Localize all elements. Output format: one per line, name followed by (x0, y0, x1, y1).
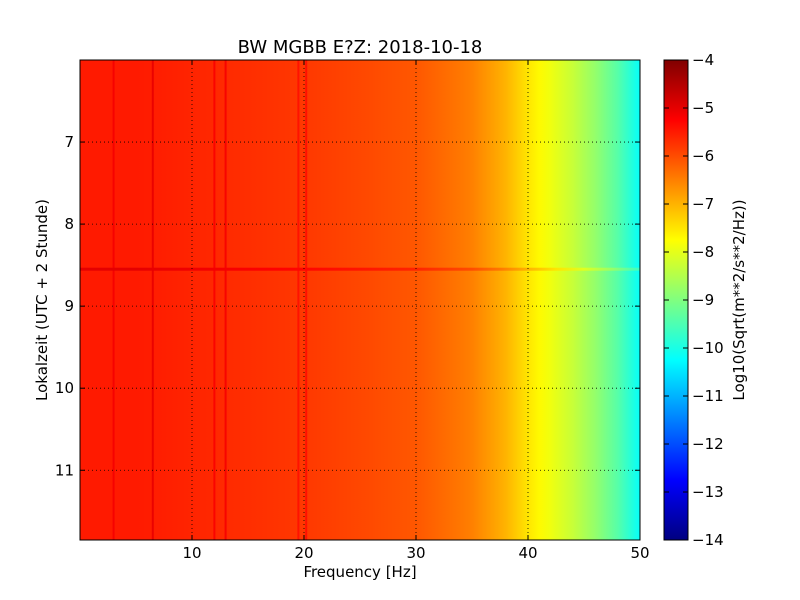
colorbar-label: Log10(Sqrt(m**2/s**2/Hz)) (730, 199, 748, 400)
y-tick-label: 11 (55, 461, 74, 479)
heatmap-background (80, 60, 640, 540)
y-tick-label: 7 (64, 133, 74, 151)
spectral-line (151, 60, 154, 540)
colorbar-tick-label: −14 (692, 531, 724, 549)
y-tick-label: 10 (55, 379, 74, 397)
x-tick-label: 10 (182, 544, 201, 562)
y-axis-label: Lokalzeit (UTC + 2 Stunde) (33, 199, 51, 401)
colorbar-tick-label: −13 (692, 483, 724, 501)
grid-lines (80, 60, 640, 540)
y-tick-label: 9 (64, 297, 74, 315)
spectral-line (305, 60, 308, 540)
x-tick-label: 40 (518, 544, 537, 562)
plot-frame (79, 59, 641, 541)
spectral-line (297, 60, 300, 540)
colorbar-tick-label: −11 (692, 387, 724, 405)
colorbar-tick-label: −7 (692, 195, 714, 213)
heatmap-area (80, 60, 640, 540)
spectral-line (213, 60, 216, 540)
colorbar-tick-label: −9 (692, 291, 714, 309)
x-tick-label: 20 (294, 544, 313, 562)
x-axis-label: Frequency [Hz] (303, 563, 416, 581)
x-tick-label: 30 (406, 544, 425, 562)
colorbar-tick-label: −10 (692, 339, 724, 357)
y-tick-label: 8 (64, 215, 74, 233)
spectral-line (224, 60, 227, 540)
colorbar-tick-label: −12 (692, 435, 724, 453)
chart-title: BW MGBB E?Z: 2018-10-18 (238, 37, 483, 58)
y-axis-ticks: 7 8 9 10 11 (55, 133, 640, 479)
colorbar-ticks: −4 −5 −6 −7 −8 −9 −10 −11 −12 −13 −14 (664, 51, 724, 549)
colorbar-tick-label: −8 (692, 243, 714, 261)
colorbar-tick-label: −6 (692, 147, 714, 165)
time-event-line (80, 267, 640, 271)
spectral-line (112, 60, 115, 540)
colorbar-tick-label: −5 (692, 99, 714, 117)
x-axis-ticks: 10 20 30 40 50 (182, 60, 650, 562)
colorbar-tick-label: −4 (692, 51, 714, 69)
x-tick-label: 50 (630, 544, 649, 562)
